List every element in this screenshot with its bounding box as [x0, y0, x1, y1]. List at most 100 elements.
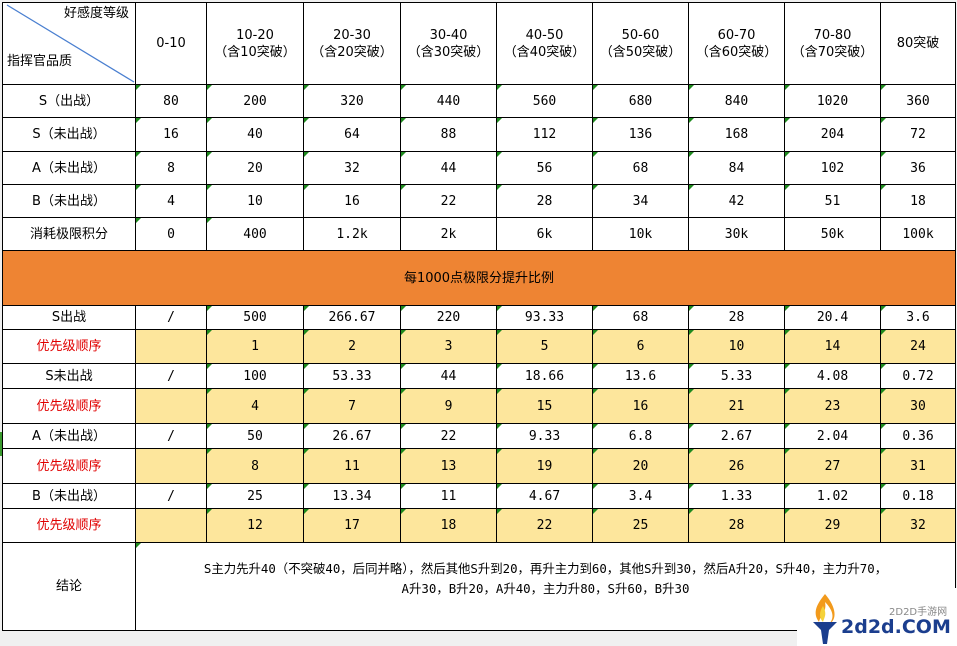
priority-cell[interactable]: 13: [400, 448, 497, 484]
table-cell[interactable]: 13.6: [592, 363, 689, 389]
col-header-4[interactable]: 40-50 （含40突破）: [496, 2, 593, 85]
priority-cell[interactable]: [135, 508, 207, 543]
table-cell[interactable]: 11: [400, 483, 497, 509]
table-cell[interactable]: 5.33: [688, 363, 785, 389]
table-cell[interactable]: 136: [592, 117, 689, 152]
table-cell[interactable]: 10: [206, 184, 304, 218]
table-cell[interactable]: 10k: [592, 217, 689, 251]
table-cell[interactable]: 1.02: [784, 483, 881, 509]
priority-cell[interactable]: 11: [303, 448, 401, 484]
row-label[interactable]: 消耗极限积分: [2, 217, 136, 251]
table-cell[interactable]: 68: [592, 151, 689, 185]
table-cell[interactable]: 64: [303, 117, 401, 152]
table-cell[interactable]: 6.8: [592, 423, 689, 449]
table-cell[interactable]: 4.08: [784, 363, 881, 389]
row-label[interactable]: S未出战: [2, 363, 136, 389]
priority-label[interactable]: 优先级顺序: [2, 508, 136, 543]
table-cell[interactable]: 100: [206, 363, 304, 389]
table-cell[interactable]: 500: [206, 305, 304, 330]
table-cell[interactable]: 44: [400, 151, 497, 185]
table-cell[interactable]: 840: [688, 84, 785, 118]
priority-label[interactable]: 优先级顺序: [2, 448, 136, 484]
table-cell[interactable]: 400: [206, 217, 304, 251]
table-cell[interactable]: 320: [303, 84, 401, 118]
priority-cell[interactable]: 7: [303, 388, 401, 424]
table-cell[interactable]: /: [135, 305, 207, 330]
table-cell[interactable]: 0.36: [880, 423, 956, 449]
row-label[interactable]: B（未出战）: [2, 483, 136, 509]
table-cell[interactable]: 2k: [400, 217, 497, 251]
table-cell[interactable]: 36: [880, 151, 956, 185]
priority-cell[interactable]: 4: [206, 388, 304, 424]
priority-cell[interactable]: 15: [496, 388, 593, 424]
table-cell[interactable]: 8: [135, 151, 207, 185]
table-cell[interactable]: 102: [784, 151, 881, 185]
table-cell[interactable]: /: [135, 483, 207, 509]
table-cell[interactable]: 25: [206, 483, 304, 509]
col-header-2[interactable]: 20-30 （含20突破）: [303, 2, 401, 85]
table-cell[interactable]: 40: [206, 117, 304, 152]
table-cell[interactable]: 200: [206, 84, 304, 118]
col-header-1[interactable]: 10-20 （含10突破）: [206, 2, 304, 85]
col-header-7[interactable]: 70-80 （含70突破）: [784, 2, 881, 85]
priority-cell[interactable]: 20: [592, 448, 689, 484]
table-cell[interactable]: 93.33: [496, 305, 593, 330]
priority-cell[interactable]: 32: [880, 508, 956, 543]
table-cell[interactable]: /: [135, 423, 207, 449]
priority-cell[interactable]: 8: [206, 448, 304, 484]
table-cell[interactable]: 56: [496, 151, 593, 185]
col-header-8[interactable]: 80突破: [880, 2, 956, 85]
table-cell[interactable]: 20: [206, 151, 304, 185]
table-cell[interactable]: 1020: [784, 84, 881, 118]
table-cell[interactable]: 84: [688, 151, 785, 185]
row-label[interactable]: S（未出战）: [2, 117, 136, 152]
row-label[interactable]: B（未出战）: [2, 184, 136, 218]
section-banner[interactable]: 每1000点极限分提升比例: [2, 250, 956, 306]
table-cell[interactable]: 13.34: [303, 483, 401, 509]
table-cell[interactable]: 3.4: [592, 483, 689, 509]
row-label[interactable]: A（未出战）: [2, 423, 136, 449]
priority-cell[interactable]: 12: [206, 508, 304, 543]
table-cell[interactable]: 28: [688, 305, 785, 330]
table-cell[interactable]: /: [135, 363, 207, 389]
table-cell[interactable]: 51: [784, 184, 881, 218]
table-cell[interactable]: 16: [135, 117, 207, 152]
table-cell[interactable]: 26.67: [303, 423, 401, 449]
table-cell[interactable]: 1.2k: [303, 217, 401, 251]
table-cell[interactable]: 204: [784, 117, 881, 152]
priority-cell[interactable]: 28: [688, 508, 785, 543]
corner-header-cell[interactable]: 好感度等级 指挥官品质: [2, 2, 136, 85]
priority-cell[interactable]: 27: [784, 448, 881, 484]
table-cell[interactable]: 560: [496, 84, 593, 118]
conclusion-label[interactable]: 结论: [2, 542, 136, 631]
table-cell[interactable]: 18: [880, 184, 956, 218]
table-cell[interactable]: 22: [400, 184, 497, 218]
priority-cell[interactable]: 17: [303, 508, 401, 543]
table-cell[interactable]: 3.6: [880, 305, 956, 330]
table-cell[interactable]: 0.18: [880, 483, 956, 509]
table-cell[interactable]: 2.04: [784, 423, 881, 449]
priority-cell[interactable]: 3: [400, 329, 497, 364]
priority-cell[interactable]: 19: [496, 448, 593, 484]
priority-cell[interactable]: [135, 329, 207, 364]
table-cell[interactable]: 168: [688, 117, 785, 152]
table-cell[interactable]: 32: [303, 151, 401, 185]
priority-cell[interactable]: 16: [592, 388, 689, 424]
table-cell[interactable]: 112: [496, 117, 593, 152]
col-header-6[interactable]: 60-70 （含60突破）: [688, 2, 785, 85]
table-cell[interactable]: 50k: [784, 217, 881, 251]
table-cell[interactable]: 53.33: [303, 363, 401, 389]
priority-cell[interactable]: 29: [784, 508, 881, 543]
table-cell[interactable]: 80: [135, 84, 207, 118]
priority-cell[interactable]: 9: [400, 388, 497, 424]
table-cell[interactable]: 0.72: [880, 363, 956, 389]
priority-cell[interactable]: 23: [784, 388, 881, 424]
priority-cell[interactable]: 2: [303, 329, 401, 364]
table-cell[interactable]: 18.66: [496, 363, 593, 389]
table-cell[interactable]: 9.33: [496, 423, 593, 449]
table-cell[interactable]: 0: [135, 217, 207, 251]
col-header-0[interactable]: 0-10: [135, 2, 207, 85]
priority-cell[interactable]: 18: [400, 508, 497, 543]
priority-label[interactable]: 优先级顺序: [2, 329, 136, 364]
table-cell[interactable]: 34: [592, 184, 689, 218]
